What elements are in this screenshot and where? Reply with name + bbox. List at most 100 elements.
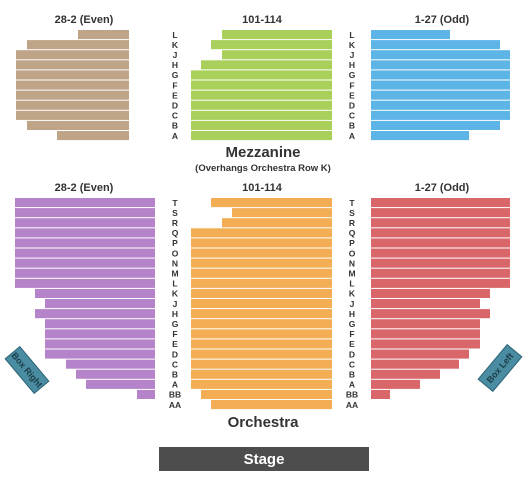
orchestra-right-row-A[interactable] — [371, 379, 420, 389]
orchestra-center-row-BB[interactable] — [201, 389, 332, 399]
mezzanine-center-row-F[interactable] — [191, 80, 332, 90]
orchestra-left-row-H[interactable] — [35, 309, 155, 319]
mezzanine-right-row-L[interactable] — [371, 30, 450, 40]
orchestra-left-row-B[interactable] — [76, 369, 155, 379]
mezzanine-center-row-L[interactable] — [222, 30, 332, 40]
orchestra-center-row-E[interactable] — [191, 339, 332, 349]
orchestra-center-section[interactable] — [191, 198, 332, 410]
mezzanine-right-row-F[interactable] — [371, 80, 510, 90]
mezzanine-left-row-C[interactable] — [16, 110, 129, 120]
orchestra-center-row-F[interactable] — [191, 329, 332, 339]
orchestra-center-row-AA[interactable] — [211, 400, 332, 410]
orchestra-right-row-S[interactable] — [371, 208, 510, 218]
orchestra-center-row-A[interactable] — [191, 379, 332, 389]
mezzanine-right-row-H[interactable] — [371, 60, 510, 70]
orchestra-right-row-M[interactable] — [371, 268, 510, 278]
orchestra-center-row-D[interactable] — [191, 349, 332, 359]
orchestra-left-row-R[interactable] — [15, 218, 155, 228]
mezzanine-center-row-E[interactable] — [191, 90, 332, 100]
orchestra-center-row-H[interactable] — [191, 309, 332, 319]
orchestra-left-row-D[interactable] — [45, 349, 155, 359]
orchestra-left-row-Q[interactable] — [15, 228, 155, 238]
mezzanine-center-row-A[interactable] — [191, 131, 332, 141]
mezzanine-center-row-H[interactable] — [201, 60, 332, 70]
orchestra-right-row-B[interactable] — [371, 369, 440, 379]
orchestra-left-row-A[interactable] — [86, 379, 155, 389]
orchestra-left-row-F[interactable] — [45, 329, 155, 339]
mezzanine-left-row-F[interactable] — [16, 80, 129, 90]
orchestra-center-row-C[interactable] — [191, 359, 332, 369]
orchestra-left-row-G[interactable] — [45, 319, 155, 329]
orchestra-left-row-S[interactable] — [15, 208, 155, 218]
orchestra-right-row-T[interactable] — [371, 198, 510, 208]
orchestra-center-row-Q[interactable] — [191, 228, 332, 238]
mezzanine-center-row-G[interactable] — [191, 70, 332, 80]
orchestra-left-row-M[interactable] — [15, 268, 155, 278]
mezzanine-left-row-B[interactable] — [27, 120, 129, 130]
orchestra-left-row-T[interactable] — [15, 198, 155, 208]
orchestra-center-row-L[interactable] — [191, 278, 332, 288]
mezzanine-left-section[interactable] — [16, 30, 129, 141]
orchestra-right-row-N[interactable] — [371, 258, 510, 268]
orchestra-right-row-L[interactable] — [371, 278, 510, 288]
orchestra-left-row-C[interactable] — [66, 359, 155, 369]
mezzanine-right-row-E[interactable] — [371, 90, 510, 100]
orchestra-center-row-M[interactable] — [191, 268, 332, 278]
mezzanine-center-row-D[interactable] — [191, 100, 332, 110]
mezzanine-left-row-G[interactable] — [16, 70, 129, 80]
orchestra-left-section[interactable] — [15, 198, 155, 399]
mezzanine-left-row-E[interactable] — [16, 90, 129, 100]
orchestra-right-row-G[interactable] — [371, 319, 480, 329]
orchestra-right-row-R[interactable] — [371, 218, 510, 228]
mezzanine-left-row-D[interactable] — [16, 100, 129, 110]
mezzanine-right-row-K[interactable] — [371, 40, 500, 50]
mezzanine-left-row-H[interactable] — [16, 60, 129, 70]
orchestra-right-row-C[interactable] — [371, 359, 459, 369]
orchestra-left-row-N[interactable] — [15, 258, 155, 268]
mezzanine-left-row-L[interactable] — [78, 30, 129, 40]
orchestra-right-row-O[interactable] — [371, 248, 510, 258]
mezzanine-right-row-A[interactable] — [371, 131, 469, 141]
mezzanine-center-section[interactable] — [191, 30, 332, 141]
orchestra-right-row-Q[interactable] — [371, 228, 510, 238]
mezzanine-right-section[interactable] — [371, 30, 510, 141]
orchestra-center-row-P[interactable] — [191, 238, 332, 248]
orchestra-right-row-F[interactable] — [371, 329, 480, 339]
orchestra-center-row-J[interactable] — [191, 299, 332, 309]
orchestra-center-row-B[interactable] — [191, 369, 332, 379]
orchestra-left-row-BB[interactable] — [137, 389, 155, 399]
orchestra-left-row-K[interactable] — [35, 288, 155, 298]
orchestra-center-row-G[interactable] — [191, 319, 332, 329]
orchestra-right-row-K[interactable] — [371, 288, 490, 298]
orchestra-center-row-K[interactable] — [191, 288, 332, 298]
mezzanine-right-row-B[interactable] — [371, 120, 500, 130]
mezzanine-center-row-B[interactable] — [191, 120, 332, 130]
mezzanine-right-row-G[interactable] — [371, 70, 510, 80]
orchestra-left-row-J[interactable] — [45, 299, 155, 309]
orchestra-center-row-S[interactable] — [232, 208, 332, 218]
mezzanine-left-row-K[interactable] — [27, 40, 129, 50]
orchestra-right-row-D[interactable] — [371, 349, 469, 359]
orchestra-left-row-P[interactable] — [15, 238, 155, 248]
orchestra-left-row-L[interactable] — [15, 278, 155, 288]
mezzanine-left-row-A[interactable] — [57, 131, 129, 141]
orchestra-right-section[interactable] — [371, 198, 510, 399]
mezzanine-right-row-J[interactable] — [371, 50, 510, 60]
orchestra-right-row-E[interactable] — [371, 339, 480, 349]
orchestra-center-row-R[interactable] — [222, 218, 332, 228]
mezzanine-left-row-J[interactable] — [16, 50, 129, 60]
mezzanine-center-row-K[interactable] — [211, 40, 332, 50]
orchestra-left-row-E[interactable] — [45, 339, 155, 349]
orchestra-right-row-BB[interactable] — [371, 389, 390, 399]
mezzanine-right-row-C[interactable] — [371, 110, 510, 120]
orchestra-right-row-J[interactable] — [371, 299, 480, 309]
mezzanine-center-row-C[interactable] — [191, 110, 332, 120]
orchestra-right-row-P[interactable] — [371, 238, 510, 248]
orchestra-center-row-N[interactable] — [191, 258, 332, 268]
mezzanine-center-row-J[interactable] — [222, 50, 332, 60]
orchestra-left-row-O[interactable] — [15, 248, 155, 258]
orchestra-center-row-O[interactable] — [191, 248, 332, 258]
orchestra-center-row-T[interactable] — [211, 198, 332, 208]
mezzanine-right-row-D[interactable] — [371, 100, 510, 110]
orchestra-right-row-H[interactable] — [371, 309, 490, 319]
